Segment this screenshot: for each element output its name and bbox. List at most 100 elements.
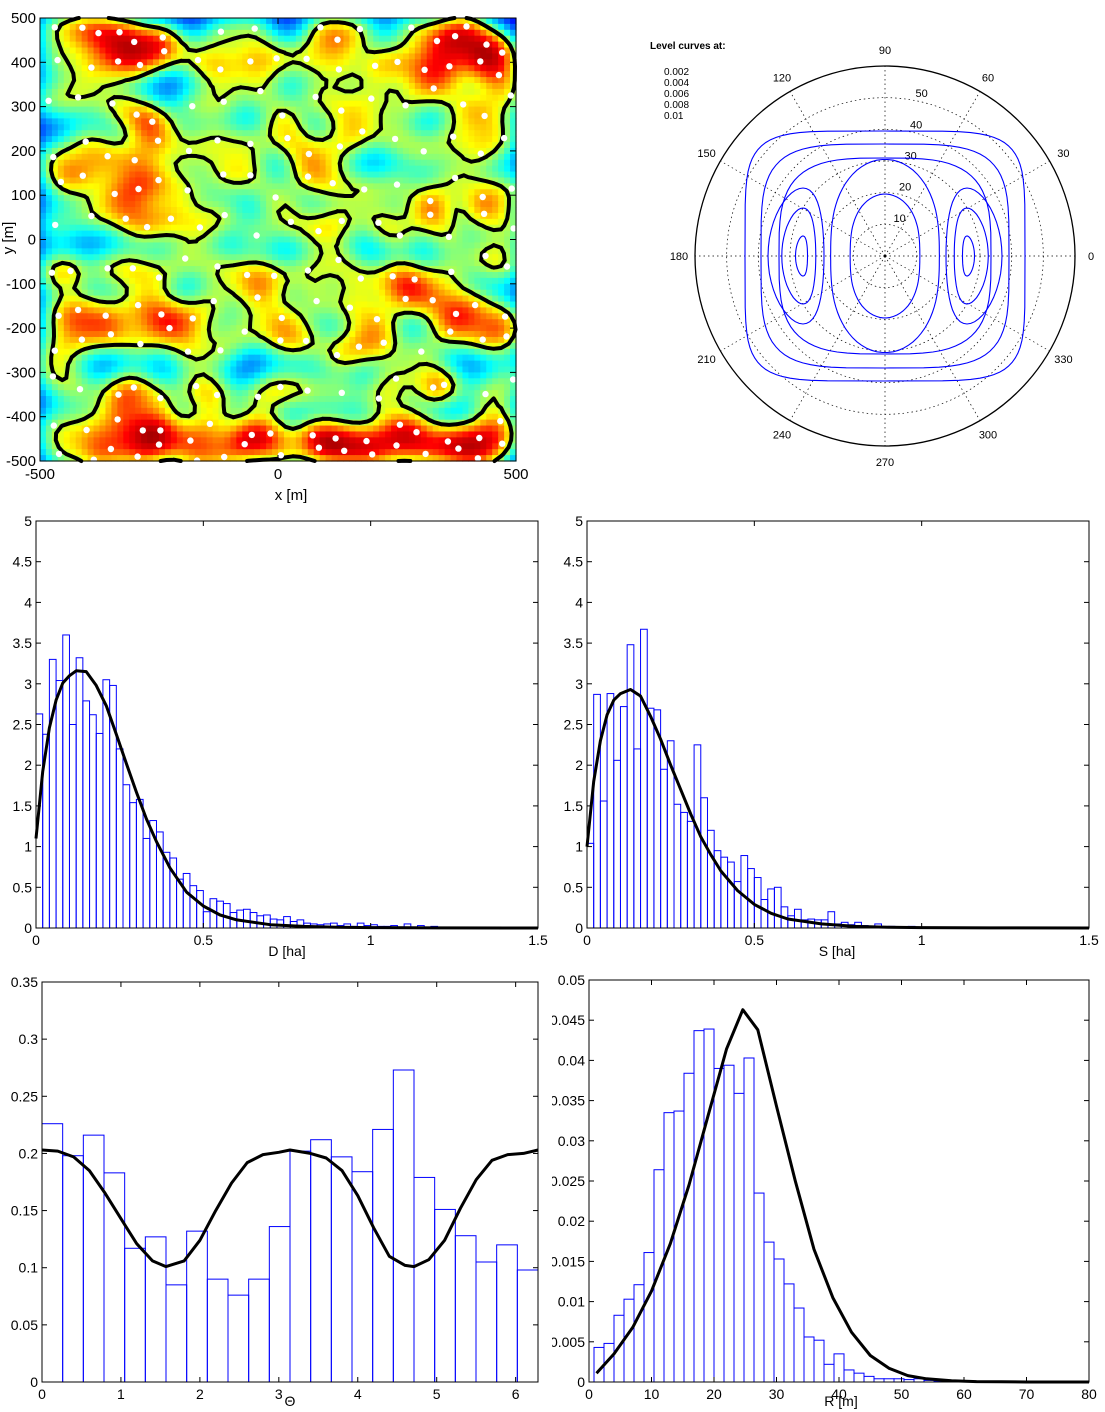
density-cell bbox=[194, 313, 202, 320]
density-cell bbox=[385, 201, 392, 208]
density-cell bbox=[397, 130, 404, 137]
density-cell bbox=[492, 106, 499, 114]
density-cell bbox=[438, 35, 446, 43]
density-cell bbox=[355, 360, 362, 368]
density-cell bbox=[188, 53, 196, 60]
density-cell bbox=[63, 130, 71, 137]
density-cell bbox=[200, 307, 208, 314]
density-cell bbox=[307, 242, 315, 249]
density-cell bbox=[438, 118, 446, 125]
density-cell bbox=[474, 260, 481, 267]
density-cell bbox=[69, 230, 77, 238]
density-cell bbox=[349, 254, 356, 261]
density-cell bbox=[153, 124, 160, 131]
density-cell bbox=[325, 301, 333, 309]
density-cell bbox=[117, 271, 124, 279]
density-cell bbox=[319, 82, 327, 90]
density-cell bbox=[218, 23, 226, 31]
density-cell bbox=[164, 183, 172, 190]
density-cell bbox=[224, 307, 231, 314]
density-cell bbox=[69, 301, 77, 309]
density-cell bbox=[218, 301, 226, 309]
density-cell bbox=[117, 82, 124, 90]
density-cell bbox=[230, 106, 237, 114]
density-cell bbox=[147, 88, 154, 96]
density-cell bbox=[355, 59, 362, 66]
density-cell bbox=[260, 189, 267, 196]
density-cell bbox=[141, 313, 148, 320]
density-cell bbox=[492, 307, 499, 314]
density-cell bbox=[200, 29, 208, 37]
density-cell bbox=[200, 360, 208, 368]
density-cell bbox=[319, 171, 327, 179]
density-cell bbox=[159, 236, 166, 244]
density-cell bbox=[153, 236, 160, 244]
density-cell bbox=[123, 195, 130, 202]
density-cell bbox=[81, 236, 89, 244]
density-cell bbox=[69, 289, 77, 297]
density-cell bbox=[391, 112, 398, 120]
density-cell bbox=[224, 82, 231, 90]
density-cell bbox=[492, 88, 499, 96]
density-cell bbox=[295, 283, 303, 291]
density-cell bbox=[129, 71, 136, 78]
density-cell bbox=[141, 65, 148, 72]
density-cell bbox=[331, 307, 339, 314]
density-cell bbox=[45, 331, 53, 338]
density-cell bbox=[331, 366, 339, 373]
density-cell bbox=[135, 248, 142, 255]
density-cell bbox=[480, 100, 487, 108]
density-cell bbox=[492, 325, 499, 332]
density-cell bbox=[325, 236, 333, 244]
density-cell bbox=[379, 41, 386, 49]
density-cell bbox=[343, 254, 350, 261]
density-cell bbox=[147, 212, 154, 220]
density-cell bbox=[402, 23, 410, 31]
density-cell bbox=[147, 82, 154, 90]
density-cell bbox=[260, 254, 267, 261]
density-cell bbox=[45, 384, 53, 391]
density-cell bbox=[40, 142, 47, 149]
density-cell bbox=[486, 147, 493, 155]
density-cell bbox=[236, 183, 243, 190]
density-cell bbox=[123, 224, 130, 232]
density-cell bbox=[414, 378, 422, 385]
density-cell bbox=[331, 47, 339, 55]
density-cell bbox=[176, 189, 184, 196]
density-cell bbox=[188, 212, 196, 220]
density-cell bbox=[224, 254, 231, 261]
density-cell bbox=[212, 254, 220, 261]
density-cell bbox=[325, 35, 333, 43]
density-cell bbox=[414, 153, 422, 161]
density-cell bbox=[385, 112, 392, 120]
density-cell bbox=[450, 354, 458, 362]
density-cell bbox=[450, 295, 458, 303]
density-cell bbox=[224, 289, 231, 297]
density-cell bbox=[242, 201, 249, 208]
density-cell bbox=[397, 153, 404, 161]
density-cell bbox=[254, 325, 261, 332]
density-cell bbox=[164, 236, 172, 244]
density-cell bbox=[188, 112, 196, 120]
density-cell bbox=[438, 53, 446, 60]
density-cell bbox=[295, 41, 303, 49]
density-cell bbox=[87, 218, 95, 226]
density-cell bbox=[135, 71, 142, 78]
density-cell bbox=[141, 218, 148, 226]
density-cell bbox=[105, 41, 112, 49]
density-cell bbox=[194, 248, 202, 255]
density-cell bbox=[254, 254, 261, 261]
density-cell bbox=[135, 47, 142, 55]
density-cell bbox=[426, 47, 434, 55]
density-cell bbox=[301, 65, 309, 72]
density-cell bbox=[93, 159, 101, 167]
density-cell bbox=[135, 165, 142, 173]
density-cell bbox=[492, 82, 499, 90]
density-cell bbox=[75, 183, 83, 190]
density-cell bbox=[420, 331, 428, 338]
density-cell bbox=[438, 82, 446, 90]
density-cell bbox=[432, 71, 440, 78]
density-cell bbox=[224, 266, 231, 273]
density-cell bbox=[266, 254, 273, 261]
density-cell bbox=[301, 94, 309, 102]
